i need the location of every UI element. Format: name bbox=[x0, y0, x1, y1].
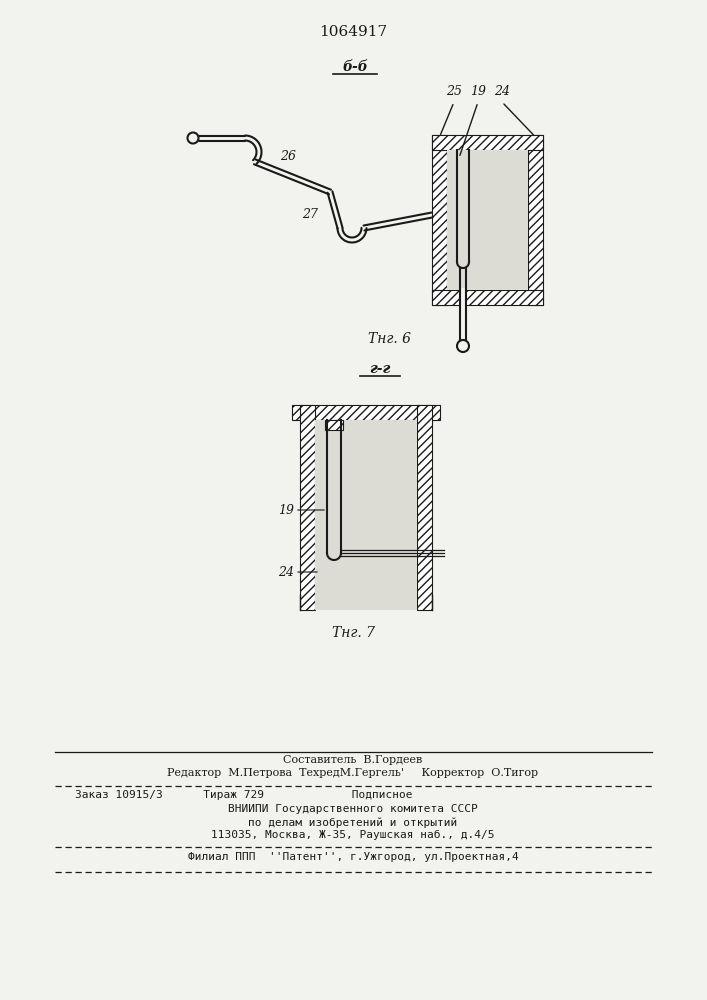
Bar bbox=[528, 135, 543, 305]
Text: по делам изобретений и открытий: по делам изобретений и открытий bbox=[248, 817, 457, 828]
Text: ВНИИПИ Государственного комитета СССР: ВНИИПИ Государственного комитета СССР bbox=[228, 804, 478, 814]
Bar bbox=[432, 135, 447, 305]
Text: 19: 19 bbox=[278, 504, 294, 516]
Text: 1064917: 1064917 bbox=[319, 25, 387, 39]
Text: 26: 26 bbox=[280, 150, 296, 163]
Text: 24: 24 bbox=[494, 85, 510, 98]
Bar bbox=[325, 420, 343, 430]
Text: Τнг. 6: Τнг. 6 bbox=[368, 332, 411, 346]
Bar bbox=[417, 405, 432, 610]
Bar bbox=[432, 290, 543, 305]
Bar bbox=[447, 150, 528, 290]
Bar bbox=[459, 288, 467, 307]
Text: г-г: г-г bbox=[369, 362, 391, 376]
Bar bbox=[300, 405, 315, 610]
Text: 27: 27 bbox=[302, 208, 318, 221]
Bar bbox=[432, 135, 543, 150]
Text: 113035, Москва, Ж-35, Раушская наб., д.4/5: 113035, Москва, Ж-35, Раушская наб., д.4… bbox=[211, 830, 495, 840]
Text: 24: 24 bbox=[278, 566, 294, 578]
Text: Составитель  В.Гордеев: Составитель В.Гордеев bbox=[284, 755, 423, 765]
Text: Редактор  М.Петрова  ТехредМ.Гергель'     Корректор  О.Тигор: Редактор М.Петрова ТехредМ.Гергель' Корр… bbox=[168, 768, 539, 778]
Text: б-б: б-б bbox=[342, 60, 368, 74]
Bar bbox=[315, 420, 417, 610]
Text: Заказ 10915/3      Тираж 729             Подписное: Заказ 10915/3 Тираж 729 Подписное bbox=[75, 790, 412, 800]
Text: 25: 25 bbox=[446, 85, 462, 98]
Text: 19: 19 bbox=[470, 85, 486, 98]
Text: Τнг. 7: Τнг. 7 bbox=[332, 626, 375, 640]
Bar bbox=[292, 405, 440, 420]
Text: Филиал ППП  ''Патент'', г.Ужгород, ул.Проектная,4: Филиал ППП ''Патент'', г.Ужгород, ул.Про… bbox=[187, 852, 518, 862]
